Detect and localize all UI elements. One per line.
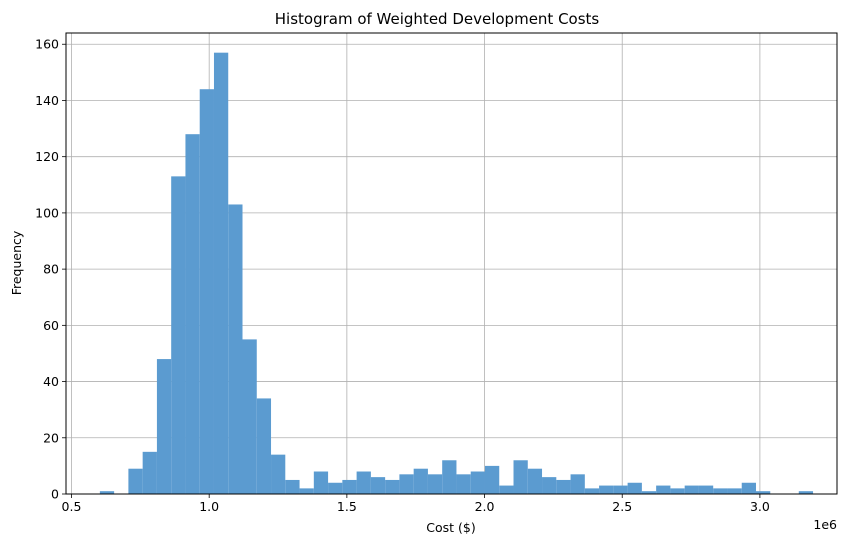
histogram-bar bbox=[299, 488, 314, 494]
histogram-bar bbox=[470, 471, 485, 494]
histogram-bar bbox=[798, 491, 814, 494]
histogram-bar bbox=[399, 474, 414, 494]
plot-frame bbox=[65, 32, 838, 495]
x-tick-label: 0.5 bbox=[62, 499, 82, 514]
histogram-bar bbox=[613, 485, 628, 494]
histogram-bar bbox=[755, 491, 771, 494]
x-tick-label: 1.5 bbox=[337, 499, 357, 514]
x-tick-label: 3.0 bbox=[750, 499, 770, 514]
histogram-bar bbox=[356, 471, 371, 494]
histogram-bar bbox=[641, 491, 657, 494]
histogram-bar bbox=[370, 477, 386, 494]
histogram-bar bbox=[171, 176, 186, 495]
y-tick-label: 60 bbox=[43, 318, 59, 333]
histogram-bar bbox=[271, 454, 286, 494]
x-axis-ticks: 0.5 1.0 1.5 2.0 2.5 3.0 bbox=[62, 494, 770, 514]
y-tick-label: 0 bbox=[51, 487, 59, 502]
x-axis-offset-label: 1e6 bbox=[813, 517, 837, 532]
y-axis-ticks: 0 20 40 60 80 100 120 140 160 bbox=[35, 37, 66, 502]
histogram-bar bbox=[313, 471, 329, 494]
histogram-bar bbox=[527, 468, 543, 494]
y-axis-label: Frequency bbox=[9, 230, 24, 295]
histogram-bar bbox=[342, 479, 357, 494]
histogram-bar bbox=[484, 465, 500, 494]
y-tick-label: 40 bbox=[43, 374, 59, 389]
bars bbox=[99, 52, 814, 495]
x-axis-label: Cost ($) bbox=[426, 520, 475, 535]
histogram-bar bbox=[727, 488, 742, 494]
histogram-bar bbox=[385, 479, 400, 494]
histogram-bar bbox=[656, 485, 671, 494]
histogram-bar bbox=[285, 479, 300, 494]
x-tick-label: 1.0 bbox=[199, 499, 219, 514]
histogram-bar bbox=[413, 468, 428, 494]
histogram-bar bbox=[185, 134, 200, 494]
y-tick-label: 100 bbox=[35, 205, 59, 220]
histogram-bar bbox=[627, 482, 642, 494]
histogram-bar bbox=[599, 485, 614, 494]
histogram-bar bbox=[213, 52, 229, 495]
y-tick-label: 80 bbox=[43, 262, 59, 277]
histogram-bar bbox=[142, 451, 157, 494]
histogram-bar bbox=[228, 204, 243, 494]
histogram-bar bbox=[328, 482, 343, 494]
x-tick-label: 2.0 bbox=[475, 499, 495, 514]
chart-title: Histogram of Weighted Development Costs bbox=[275, 10, 600, 28]
histogram-bar bbox=[128, 468, 143, 494]
histogram-bar bbox=[99, 491, 115, 494]
x-tick-label: 2.5 bbox=[612, 499, 632, 514]
histogram-bar bbox=[442, 460, 457, 494]
histogram-bar bbox=[542, 477, 557, 494]
histogram-bar bbox=[570, 474, 585, 494]
histogram-bar bbox=[427, 474, 443, 494]
histogram-bar bbox=[713, 488, 728, 494]
histogram-bar bbox=[741, 482, 756, 494]
histogram-bar bbox=[698, 485, 714, 494]
histogram-bar bbox=[242, 339, 257, 494]
histogram-bar bbox=[199, 89, 214, 494]
histogram-bar bbox=[513, 460, 528, 494]
y-tick-label: 20 bbox=[43, 430, 59, 445]
histogram-bar bbox=[256, 398, 272, 494]
y-tick-label: 120 bbox=[35, 149, 59, 164]
histogram-bar bbox=[584, 488, 600, 494]
histogram-bar bbox=[670, 488, 685, 494]
histogram-bar bbox=[156, 359, 172, 494]
histogram-bar bbox=[556, 479, 571, 494]
y-tick-label: 140 bbox=[35, 93, 59, 108]
histogram-bar bbox=[499, 485, 514, 494]
histogram-bar bbox=[456, 474, 471, 494]
histogram-bar bbox=[684, 485, 699, 494]
y-tick-label: 160 bbox=[35, 37, 59, 52]
